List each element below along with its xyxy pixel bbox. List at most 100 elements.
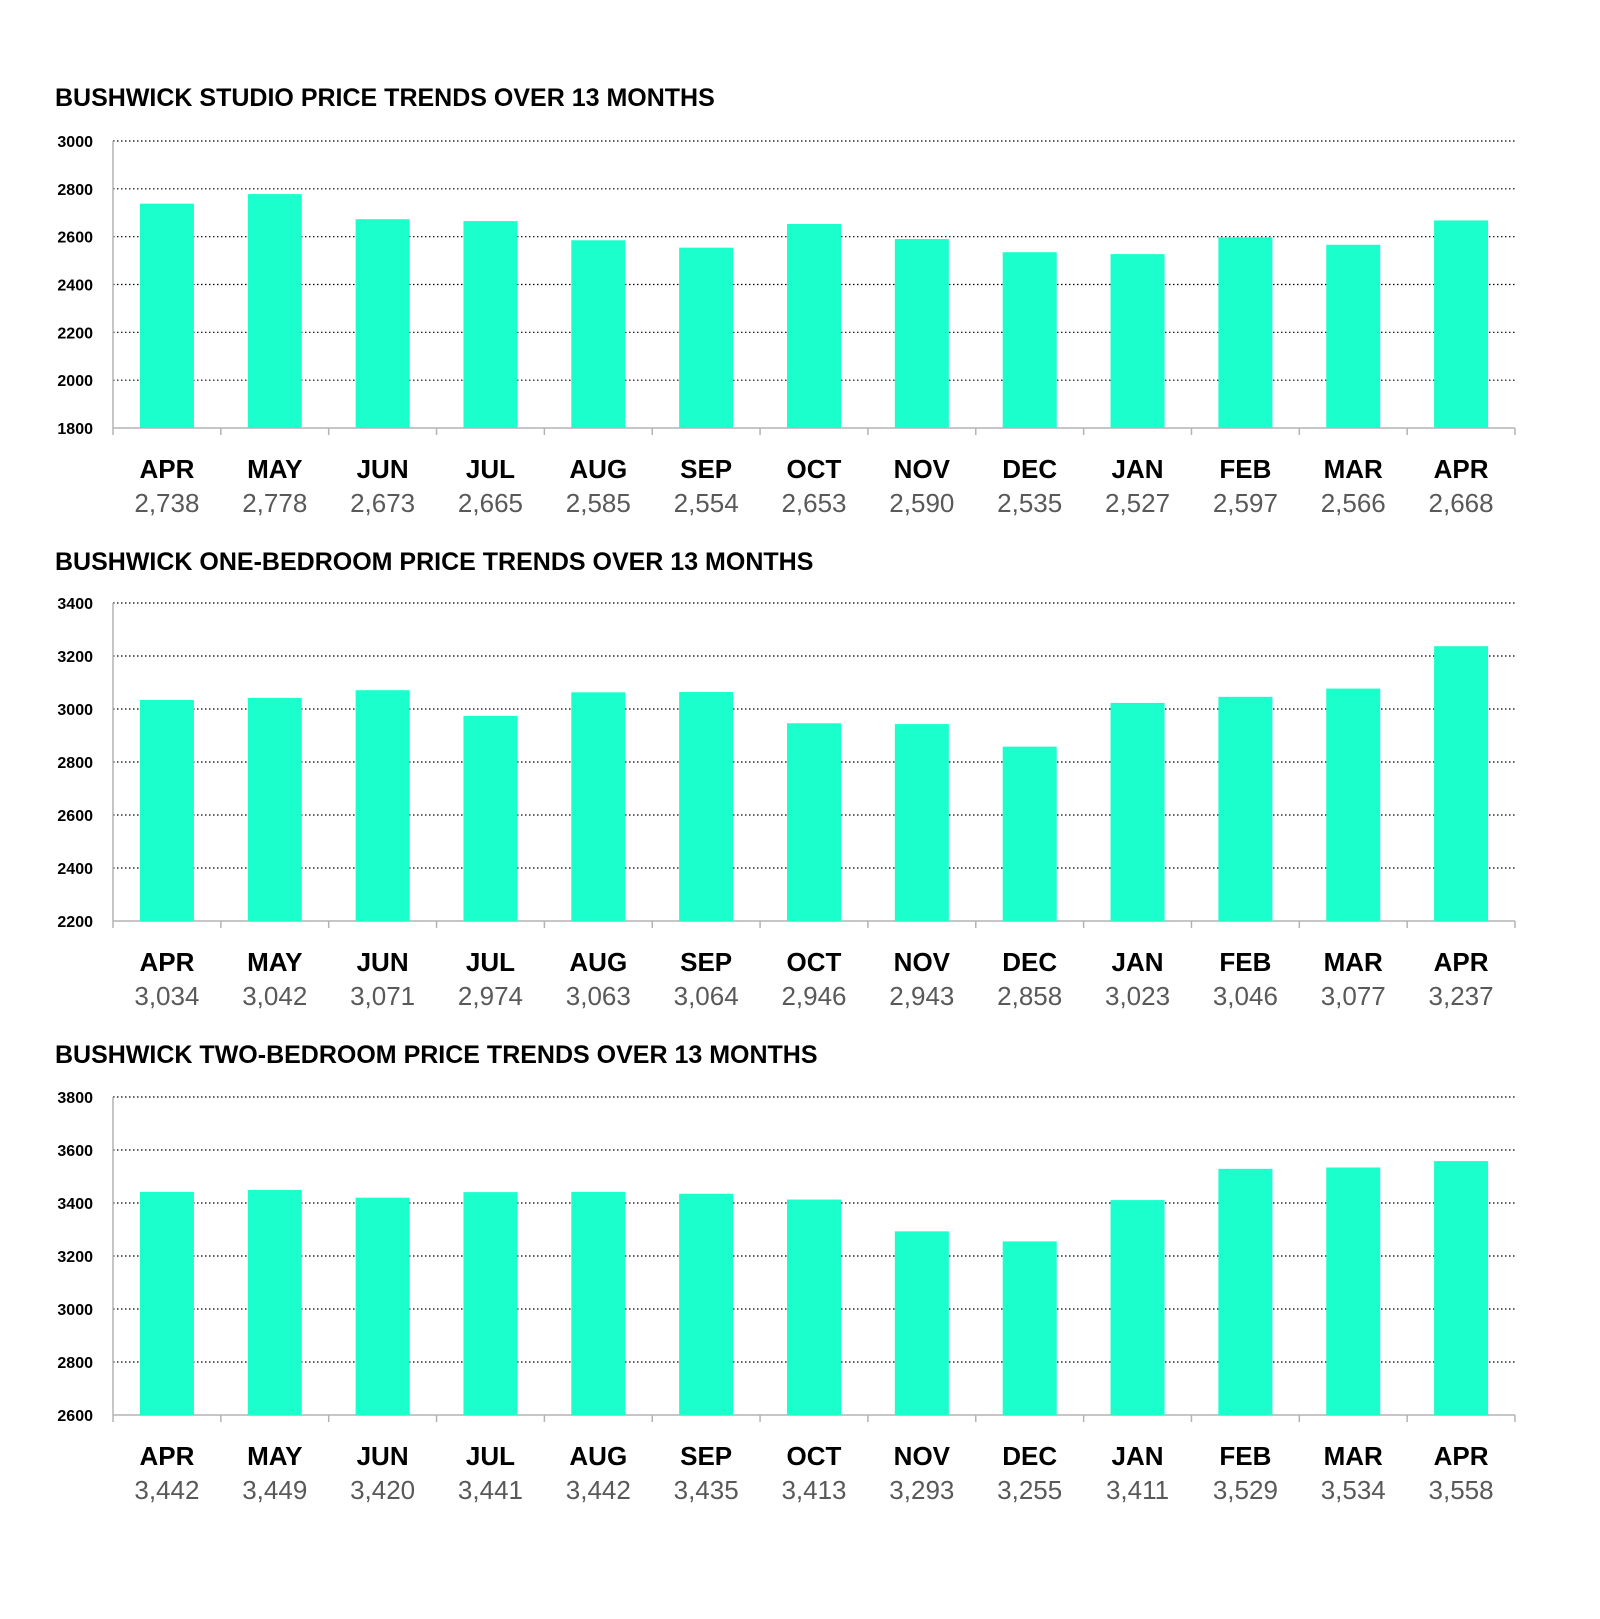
- x-tick-label: APR: [139, 454, 194, 484]
- x-tick-label: DEC: [1002, 947, 1057, 977]
- data-label: 3,449: [242, 1475, 307, 1505]
- data-label: 3,042: [242, 981, 307, 1011]
- data-label: 3,411: [1106, 1475, 1169, 1505]
- x-tick-label: NOV: [894, 1441, 951, 1471]
- data-label: 2,590: [889, 488, 954, 518]
- bar: [787, 1199, 841, 1415]
- y-tick-label: 2800: [57, 755, 93, 772]
- x-tick-label: APR: [1434, 454, 1489, 484]
- data-label: 2,653: [781, 488, 846, 518]
- x-tick-label: SEP: [680, 1441, 732, 1471]
- bar: [247, 194, 302, 428]
- data-label: 3,441: [458, 1475, 523, 1505]
- x-tick-label: MAY: [247, 1441, 302, 1471]
- data-label: 3,064: [674, 981, 739, 1011]
- y-tick-label: 1800: [57, 421, 93, 438]
- y-tick-label: 2600: [57, 1408, 93, 1425]
- data-label: 2,946: [781, 981, 846, 1011]
- x-tick-label: SEP: [680, 947, 732, 977]
- bar: [1326, 244, 1381, 428]
- bar: [1326, 1167, 1381, 1415]
- bar: [1434, 220, 1489, 428]
- x-tick-label: MAY: [247, 454, 302, 484]
- x-tick-label: DEC: [1002, 1441, 1057, 1471]
- x-tick-label: JUN: [357, 454, 409, 484]
- data-label: 2,738: [134, 488, 199, 518]
- y-tick-label: 3000: [57, 134, 93, 151]
- bar: [894, 1231, 949, 1415]
- bar: [1218, 696, 1273, 921]
- bar: [1326, 688, 1381, 921]
- bar: [247, 697, 302, 921]
- x-tick-label: MAR: [1324, 947, 1383, 977]
- x-tick-label: FEB: [1219, 947, 1271, 977]
- data-label: 3,237: [1429, 981, 1494, 1011]
- x-tick-label: JAN: [1112, 1441, 1164, 1471]
- x-tick-label: AUG: [569, 947, 627, 977]
- data-label: 3,420: [350, 1475, 415, 1505]
- data-label: 3,077: [1321, 981, 1386, 1011]
- y-tick-label: 3600: [57, 1143, 93, 1160]
- y-tick-label: 3400: [57, 596, 93, 613]
- x-tick-label: OCT: [787, 947, 842, 977]
- data-label: 2,597: [1213, 488, 1278, 518]
- x-tick-label: AUG: [569, 454, 627, 484]
- studio-price-chart: 1800 2000 2200 2400 2600 2800 3000 APR 2,738 MAY 2…: [57, 134, 1516, 518]
- data-label: 3,442: [134, 1475, 199, 1505]
- bar: [463, 1192, 518, 1415]
- data-label: 3,034: [134, 981, 199, 1011]
- data-label: 2,668: [1429, 488, 1494, 518]
- bar: [1002, 252, 1057, 428]
- bar: [463, 221, 518, 428]
- data-label: 3,063: [566, 981, 631, 1011]
- bar: [787, 223, 841, 428]
- y-tick-label: 2600: [57, 808, 93, 825]
- bar: [1002, 746, 1057, 921]
- data-label: 3,435: [674, 1475, 739, 1505]
- y-tick-label: 2400: [57, 278, 93, 295]
- data-label: 2,943: [889, 981, 954, 1011]
- data-label: 3,558: [1429, 1475, 1494, 1505]
- y-tick-label: 2200: [57, 325, 93, 342]
- x-tick-label: APR: [139, 947, 194, 977]
- data-label: 2,554: [674, 488, 739, 518]
- data-label: 2,585: [566, 488, 631, 518]
- bar: [1110, 254, 1165, 428]
- studio-chart-title: BUSHWICK STUDIO PRICE TRENDS OVER 13 MON…: [55, 84, 715, 112]
- x-tick-label: SEP: [680, 454, 732, 484]
- bar: [1434, 646, 1489, 921]
- data-label: 3,046: [1213, 981, 1278, 1011]
- data-label: 2,974: [458, 981, 523, 1011]
- y-tick-label: 2200: [57, 914, 93, 931]
- y-tick-label: 2400: [57, 861, 93, 878]
- x-tick-label: DEC: [1002, 454, 1057, 484]
- data-label: 2,665: [458, 488, 523, 518]
- data-label: 3,413: [781, 1475, 846, 1505]
- x-tick-label: JAN: [1112, 454, 1164, 484]
- data-label: 2,566: [1321, 488, 1386, 518]
- bar: [355, 690, 410, 921]
- two-bedroom-price-chart: 2600 2800 3000 3200 3400 3600 3800 APR 3,442 MAY 3…: [57, 1090, 1516, 1505]
- x-tick-label: JUL: [466, 947, 515, 977]
- y-tick-label: 3000: [57, 702, 93, 719]
- data-label: 3,529: [1213, 1475, 1278, 1505]
- bar: [1110, 1200, 1165, 1415]
- data-label: 2,527: [1105, 488, 1170, 518]
- bar: [679, 1193, 734, 1415]
- bar: [571, 240, 626, 428]
- bar: [463, 715, 518, 921]
- x-tick-label: FEB: [1219, 1441, 1271, 1471]
- data-label: 3,071: [350, 981, 415, 1011]
- data-label: 3,293: [889, 1475, 954, 1505]
- bar: [139, 699, 194, 921]
- bar: [787, 723, 841, 921]
- x-tick-label: NOV: [894, 947, 951, 977]
- x-tick-label: MAR: [1324, 1441, 1383, 1471]
- y-tick-label: 2800: [57, 182, 93, 199]
- bar: [894, 724, 949, 921]
- x-tick-label: JAN: [1112, 947, 1164, 977]
- x-tick-label: FEB: [1219, 454, 1271, 484]
- x-tick-label: MAR: [1324, 454, 1383, 484]
- bar: [1002, 1241, 1057, 1415]
- y-tick-label: 3200: [57, 649, 93, 666]
